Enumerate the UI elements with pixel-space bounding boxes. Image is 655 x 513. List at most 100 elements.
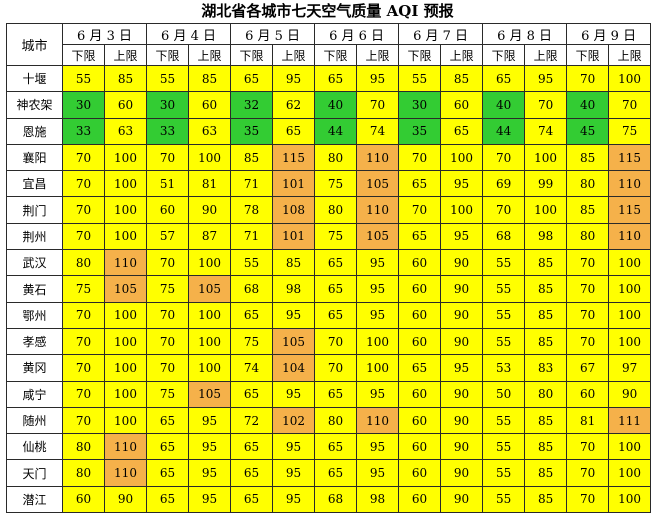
aqi-lower-value: 55 <box>482 459 526 487</box>
aqi-lower-value: 70 <box>566 275 610 303</box>
aqi-upper-value: 85 <box>524 406 568 435</box>
aqi-lower-value: 85 <box>230 143 274 172</box>
upper-limit-header: 上限 <box>608 44 652 66</box>
aqi-lower-value: 60 <box>398 275 442 303</box>
aqi-lower-value: 68 <box>314 485 358 513</box>
aqi-upper-value: 110 <box>103 459 148 487</box>
aqi-lower-value: 65 <box>146 485 190 513</box>
aqi-lower-value: 40 <box>482 91 526 119</box>
aqi-lower-value: 60 <box>398 485 442 513</box>
aqi-lower-value: 71 <box>230 170 274 198</box>
aqi-lower-value: 65 <box>482 64 526 93</box>
aqi-upper-value: 115 <box>272 143 316 172</box>
aqi-upper-value: 95 <box>188 433 232 461</box>
aqi-upper-value: 100 <box>608 485 652 513</box>
aqi-upper-value: 100 <box>188 327 232 356</box>
table-row: 十堰 55 85 55 85 65 95 65 95 55 85 65 95 70 100 <box>6 64 652 93</box>
page-title: 湖北省各城市七天空气质量 AQI 预报 <box>201 2 454 20</box>
aqi-upper-value: 62 <box>272 91 316 119</box>
aqi-lower-value: 65 <box>314 301 358 329</box>
aqi-upper-value: 95 <box>356 64 400 93</box>
aqi-upper-value: 95 <box>272 64 316 93</box>
aqi-lower-value: 60 <box>146 196 190 224</box>
lower-limit-header: 下限 <box>314 44 358 66</box>
upper-limit-header: 上限 <box>272 44 316 66</box>
lower-limit-header: 下限 <box>62 44 105 66</box>
aqi-upper-value: 100 <box>103 170 148 198</box>
date-header: 6 月 8 日 <box>482 23 568 45</box>
aqi-upper-value: 100 <box>103 327 148 356</box>
aqi-lower-value: 80 <box>566 170 610 198</box>
aqi-upper-value: 105 <box>188 380 232 408</box>
date-header: 6 月 9 日 <box>566 23 652 45</box>
date-header: 6 月 4 日 <box>146 23 232 45</box>
aqi-lower-value: 33 <box>146 117 190 145</box>
lower-limit-header: 下限 <box>482 44 526 66</box>
aqi-lower-value: 70 <box>62 222 105 251</box>
aqi-upper-value: 70 <box>356 91 400 119</box>
aqi-lower-value: 50 <box>482 380 526 408</box>
aqi-upper-value: 95 <box>356 433 400 461</box>
aqi-lower-value: 55 <box>482 433 526 461</box>
aqi-lower-value: 72 <box>230 406 274 435</box>
aqi-upper-value: 60 <box>103 91 148 119</box>
city-name: 荆门 <box>6 196 63 224</box>
upper-limit-header: 上限 <box>103 44 148 66</box>
table-row: 天门 80 110 65 95 65 95 65 95 60 90 55 85 70 100 <box>6 459 652 487</box>
table-row: 潜江 60 90 65 95 65 95 68 98 60 90 55 85 70 100 <box>6 485 652 513</box>
aqi-lower-value: 65 <box>398 170 442 198</box>
table-row: 荆门 70 100 60 90 78 108 80 110 70 100 70 100 85 115 <box>6 196 652 224</box>
aqi-lower-value: 85 <box>566 143 610 172</box>
aqi-lower-value: 75 <box>146 275 190 303</box>
city-name: 宜昌 <box>6 170 63 198</box>
table-row: 随州 70 100 65 95 72 102 80 110 60 90 55 85 81 111 <box>6 406 652 435</box>
city-name: 荆州 <box>6 222 63 251</box>
upper-limit-header: 上限 <box>356 44 400 66</box>
aqi-upper-value: 100 <box>608 433 652 461</box>
date-header: 6 月 7 日 <box>398 23 484 45</box>
aqi-upper-value: 100 <box>440 143 484 172</box>
aqi-lower-value: 55 <box>482 275 526 303</box>
aqi-upper-value: 95 <box>356 301 400 329</box>
aqi-lower-value: 71 <box>230 222 274 251</box>
aqi-lower-value: 35 <box>398 117 442 145</box>
aqi-upper-value: 95 <box>272 485 316 513</box>
aqi-lower-value: 75 <box>230 327 274 356</box>
aqi-lower-value: 30 <box>398 91 442 119</box>
aqi-lower-value: 70 <box>62 170 105 198</box>
aqi-lower-value: 35 <box>230 117 274 145</box>
aqi-lower-value: 40 <box>566 91 610 119</box>
table-row: 襄阳 70 100 70 100 85 115 80 110 70 100 70 100 85 115 <box>6 143 652 172</box>
aqi-lower-value: 65 <box>314 433 358 461</box>
aqi-lower-value: 81 <box>566 406 610 435</box>
aqi-lower-value: 75 <box>314 170 358 198</box>
aqi-upper-value: 110 <box>608 222 652 251</box>
aqi-lower-value: 70 <box>62 354 105 382</box>
aqi-lower-value: 55 <box>482 327 526 356</box>
aqi-lower-value: 70 <box>146 301 190 329</box>
aqi-upper-value: 100 <box>103 196 148 224</box>
city-column-header: 城市 <box>6 23 63 66</box>
aqi-lower-value: 44 <box>314 117 358 145</box>
aqi-lower-value: 70 <box>146 143 190 172</box>
aqi-lower-value: 40 <box>314 91 358 119</box>
table-row: 恩施 33 63 33 63 35 65 44 74 35 65 44 74 45 75 <box>6 117 652 145</box>
city-name: 随州 <box>6 406 63 435</box>
aqi-upper-value: 100 <box>103 406 148 435</box>
aqi-upper-value: 111 <box>608 406 652 435</box>
aqi-upper-value: 95 <box>356 459 400 487</box>
aqi-lower-value: 70 <box>62 380 105 408</box>
aqi-lower-value: 60 <box>398 380 442 408</box>
aqi-lower-value: 70 <box>566 249 610 277</box>
aqi-lower-value: 70 <box>566 327 610 356</box>
aqi-lower-value: 60 <box>398 327 442 356</box>
aqi-lower-value: 80 <box>314 143 358 172</box>
city-name: 十堰 <box>6 64 63 93</box>
aqi-lower-value: 65 <box>314 249 358 277</box>
aqi-upper-value: 90 <box>440 459 484 487</box>
aqi-upper-value: 95 <box>440 170 484 198</box>
aqi-upper-value: 85 <box>524 275 568 303</box>
aqi-lower-value: 55 <box>482 485 526 513</box>
aqi-lower-value: 70 <box>146 354 190 382</box>
aqi-upper-value: 85 <box>524 485 568 513</box>
